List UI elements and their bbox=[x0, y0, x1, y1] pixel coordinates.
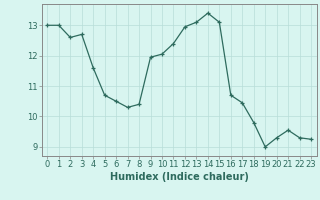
X-axis label: Humidex (Indice chaleur): Humidex (Indice chaleur) bbox=[110, 172, 249, 182]
